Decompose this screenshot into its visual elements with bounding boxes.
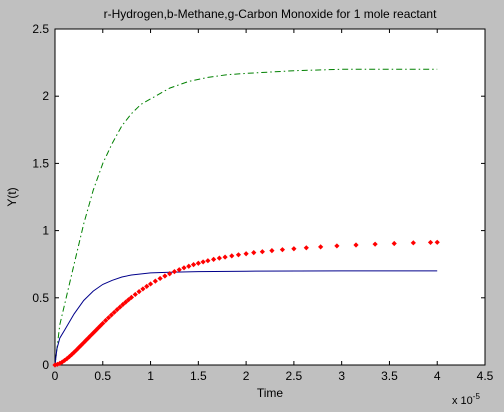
data-point xyxy=(259,249,265,255)
x-tick-label: 4.5 xyxy=(477,369,494,383)
data-point xyxy=(186,263,192,269)
y-tick-label: 0 xyxy=(42,358,49,372)
series-line xyxy=(54,270,438,366)
data-point xyxy=(410,240,416,246)
data-point xyxy=(235,252,242,258)
data-point xyxy=(93,327,99,334)
data-point xyxy=(229,253,235,259)
x-axis-multiplier-exponent: -5 xyxy=(473,392,481,401)
data-point xyxy=(147,281,154,287)
data-point xyxy=(64,356,70,362)
data-point xyxy=(279,247,286,253)
data-point xyxy=(132,291,138,298)
y-tick-label: 2 xyxy=(42,89,49,103)
x-tick-label: 0 xyxy=(52,369,59,383)
x-tick-label: 2.5 xyxy=(286,369,303,383)
data-point xyxy=(81,340,87,346)
x-tick-label: 3.5 xyxy=(381,369,398,383)
data-point xyxy=(222,254,228,260)
data-point xyxy=(190,262,197,268)
data-point xyxy=(434,239,440,245)
data-point xyxy=(128,294,135,300)
data-point xyxy=(291,246,297,252)
green-dashdot-series xyxy=(54,68,438,366)
data-point xyxy=(176,267,182,273)
data-point xyxy=(162,273,168,279)
data-point xyxy=(303,245,309,251)
data-point xyxy=(427,239,434,246)
data-point xyxy=(117,304,123,310)
data-point xyxy=(195,260,201,266)
x-axis-multiplier: x 10-5 xyxy=(452,392,480,407)
y-tick-label: 2.5 xyxy=(32,22,49,36)
data-point xyxy=(152,278,158,284)
data-point xyxy=(95,325,101,331)
data-point xyxy=(167,271,173,277)
data-series xyxy=(52,68,440,368)
data-point xyxy=(69,351,75,358)
y-tick-label: 1.5 xyxy=(32,156,49,170)
data-point xyxy=(125,297,132,303)
data-point xyxy=(243,251,249,257)
x-tick-label: 3 xyxy=(338,369,345,383)
axes: 0 0.5 1 1.5 2 2.5 3 3.5 4 4.5 0 0.5 1 1.5 2 2.5 xyxy=(32,22,493,383)
data-point xyxy=(103,317,109,324)
chart-title: r-Hydrogen,b-Methane,g-Carbon Monoxide f… xyxy=(104,7,438,21)
y-tick-label: 0.5 xyxy=(32,291,49,305)
x-tick-label: 4 xyxy=(434,369,441,383)
data-point xyxy=(140,286,146,292)
data-point xyxy=(372,241,378,247)
data-point xyxy=(216,255,222,261)
data-point xyxy=(83,337,89,343)
data-point xyxy=(353,242,359,248)
x-axis-multiplier-base: x 10 xyxy=(452,395,473,407)
series-line xyxy=(54,68,438,366)
data-point xyxy=(105,315,112,321)
data-point xyxy=(123,299,129,305)
plot-area xyxy=(54,28,486,366)
data-point xyxy=(391,240,397,247)
data-point xyxy=(100,320,106,326)
data-point xyxy=(269,248,275,254)
data-point xyxy=(157,275,163,282)
data-point xyxy=(108,312,114,318)
data-point xyxy=(114,307,120,313)
data-point xyxy=(78,342,84,348)
data-point xyxy=(211,256,217,262)
red-diamond-series xyxy=(52,239,440,368)
x-tick-label: 0.5 xyxy=(94,369,111,383)
data-point xyxy=(318,244,324,250)
data-point xyxy=(66,354,72,360)
x-tick-label: 2 xyxy=(243,369,250,383)
data-point xyxy=(136,289,142,295)
y-axis-label: Y(t) xyxy=(5,187,19,206)
data-point xyxy=(111,309,117,315)
data-point xyxy=(334,243,340,249)
x-tick-label: 1.5 xyxy=(190,369,207,383)
data-point xyxy=(205,258,211,264)
data-point xyxy=(120,301,126,308)
y-tick-label: 1 xyxy=(42,224,49,238)
x-tick-label: 1 xyxy=(147,369,154,383)
data-point xyxy=(171,268,178,275)
data-point xyxy=(251,250,257,256)
x-axis-label: Time xyxy=(257,386,284,400)
data-point xyxy=(181,265,187,271)
data-point xyxy=(144,283,150,289)
data-point xyxy=(76,344,82,351)
data-point xyxy=(200,259,206,265)
blue-solid-series xyxy=(54,270,438,366)
data-point xyxy=(59,359,65,365)
